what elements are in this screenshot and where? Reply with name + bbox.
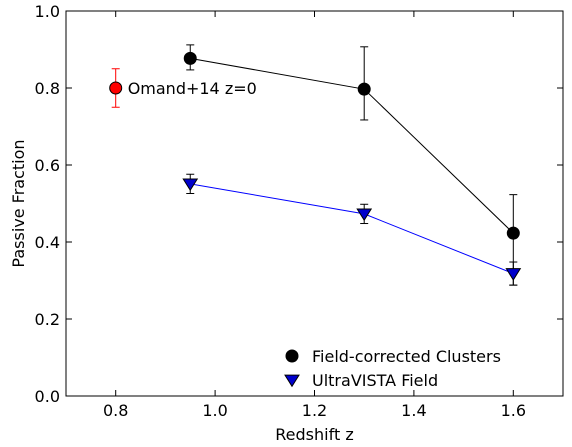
plot-content — [182, 44, 522, 286]
y-tick-label: 0.2 — [35, 310, 60, 329]
legend-label: Field-corrected Clusters — [312, 347, 501, 366]
data-point — [505, 268, 522, 281]
series-field — [182, 173, 522, 286]
legend: Field-corrected Clusters UltraVISTA Field — [284, 347, 501, 390]
x-tick-label: 1.6 — [501, 401, 526, 420]
legend-marker — [284, 374, 300, 388]
x-tick-label: 1.0 — [202, 401, 227, 420]
y-tick-label: 0.0 — [35, 387, 60, 406]
axes: 0.8 1.0 1.2 1.4 1.6 0.0 0.2 0.4 0.6 0.8 1.0 — [35, 2, 563, 420]
data-point — [506, 226, 520, 240]
annotation-marker — [109, 81, 123, 95]
data-point — [182, 178, 199, 192]
y-axis-label: Passive Fraction — [9, 139, 28, 267]
x-tick-label: 1.4 — [401, 401, 426, 420]
data-point — [357, 82, 371, 96]
data-point — [183, 51, 197, 65]
annotation-point: Omand+14 z=0 — [109, 68, 257, 108]
y-tick-label: 0.6 — [35, 156, 60, 175]
legend-label: UltraVISTA Field — [312, 371, 438, 390]
plot-frame — [65, 10, 564, 397]
data-point — [356, 208, 373, 222]
x-tick-label: 1.2 — [302, 401, 327, 420]
x-axis-label: Redshift z — [275, 425, 353, 444]
y-tick-label: 0.4 — [35, 233, 60, 252]
y-tick-label: 0.8 — [35, 79, 60, 98]
x-tick-label: 0.8 — [103, 401, 128, 420]
y-tick-label: 1.0 — [35, 2, 60, 21]
legend-entry: Field-corrected Clusters — [285, 347, 501, 366]
annotation-label: Omand+14 z=0 — [128, 79, 257, 98]
annotations: Omand+14 z=0 — [109, 68, 257, 108]
series-clusters — [183, 44, 520, 286]
series-line — [190, 183, 514, 275]
legend-entry: UltraVISTA Field — [284, 371, 438, 390]
legend-marker — [285, 349, 299, 363]
